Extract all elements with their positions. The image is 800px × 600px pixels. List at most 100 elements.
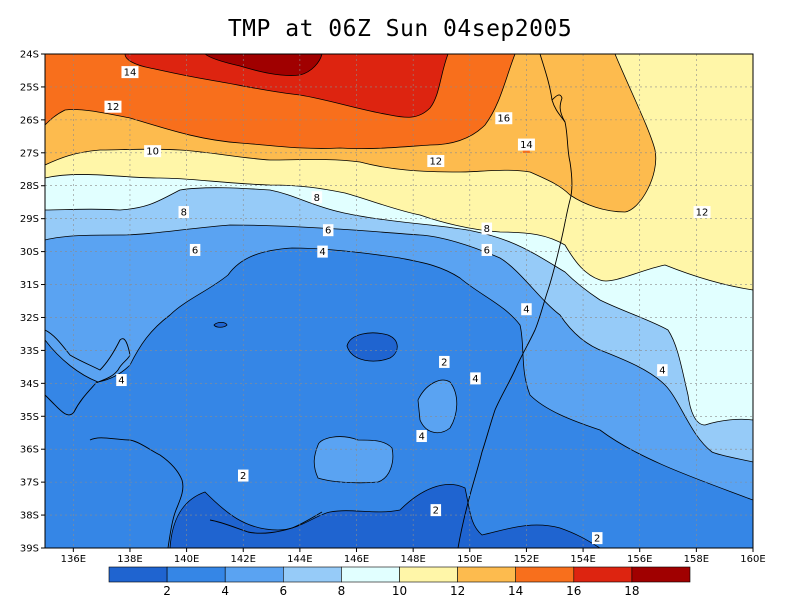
contour-label-bg xyxy=(495,112,513,125)
latitude-label: 28S xyxy=(20,181,39,192)
cape-york-spur xyxy=(551,94,566,123)
contour-label-bg xyxy=(311,191,323,204)
colorbar-swatch xyxy=(573,566,633,583)
contour-label-bg xyxy=(317,245,328,258)
contour-line-2-south xyxy=(169,484,601,548)
longitude-labels: 136E 138E 140E 142E 144E 146E 148E 150E 152E 154E… xyxy=(61,548,766,565)
contour-lines xyxy=(45,54,753,548)
latitude-label: 29S xyxy=(20,214,39,225)
contour-label-bg xyxy=(657,364,668,377)
contour-label: 8 xyxy=(314,193,320,204)
contour-label: 6 xyxy=(192,245,198,256)
colorbar-swatch xyxy=(457,566,517,583)
band-4-6-island-b xyxy=(314,436,393,483)
longitude-label: 146E xyxy=(344,554,369,565)
contour-label: 6 xyxy=(484,245,490,256)
colorbar-swatch xyxy=(282,566,342,583)
contour-line-18 xyxy=(204,54,323,76)
contour-label: 4 xyxy=(319,247,325,258)
contour-label: 2 xyxy=(594,534,600,545)
colorbar-swatch xyxy=(631,566,691,583)
latitude-label: 30S xyxy=(20,247,39,258)
colorbar-swatch xyxy=(399,566,458,583)
contour-label: 12 xyxy=(107,102,120,113)
colorbar-label: 4 xyxy=(221,584,229,598)
latitude-label: 34S xyxy=(20,379,39,390)
latitude-labels: 24S 25S 26S 27S 28S 29S 30S 31S 32S 33S 34S 35S 36S 3… xyxy=(20,50,45,555)
latitude-label: 24S xyxy=(20,50,39,61)
contour-label: 4 xyxy=(523,305,529,316)
contour-label: 14 xyxy=(124,68,137,79)
contour-label: 12 xyxy=(696,208,709,219)
latitude-label: 31S xyxy=(20,280,39,291)
contour-label-bg xyxy=(427,155,445,168)
longitude-label: 150E xyxy=(457,554,482,565)
contour-label: 6 xyxy=(325,226,331,237)
contour-label: 8 xyxy=(181,208,187,219)
longitude-label: 156E xyxy=(627,554,652,565)
contour-line-2-pocket xyxy=(346,332,398,362)
contour-label-bg xyxy=(178,206,190,219)
band-0-2-dot xyxy=(214,322,227,328)
contour-label-bg xyxy=(116,374,127,387)
band-4-6-island-a xyxy=(418,380,457,433)
coastline xyxy=(45,54,573,548)
colorbar-label: 12 xyxy=(450,584,465,598)
latitude-label: 38S xyxy=(20,511,39,522)
latitude-label: 25S xyxy=(20,82,39,93)
contour-line-14 xyxy=(45,54,516,150)
contour-label-bg xyxy=(237,469,249,482)
contour-line-8 xyxy=(45,187,753,426)
contour-label-bg xyxy=(470,372,481,385)
contour-line-12 xyxy=(45,54,657,213)
contour-label: 2 xyxy=(240,471,246,482)
band-18-20 xyxy=(205,54,322,76)
contour-label: 2 xyxy=(433,506,439,517)
contour-label-bg xyxy=(693,206,711,219)
contour-label: 4 xyxy=(118,376,124,387)
contour-line-10 xyxy=(45,174,753,291)
contour-label: 14 xyxy=(520,140,533,151)
contour-label-bg xyxy=(121,66,139,79)
colorbar-swatch xyxy=(341,566,400,583)
contour-label-bg xyxy=(481,222,493,235)
latitude-label: 32S xyxy=(20,313,39,324)
latitude-label: 26S xyxy=(20,115,39,126)
latitude-label: 36S xyxy=(20,445,39,456)
contour-label: 4 xyxy=(418,432,424,443)
contour-line-4-island-a xyxy=(417,379,458,434)
south-coast xyxy=(209,511,323,534)
latitude-label: 33S xyxy=(20,346,39,357)
colorbar-label: 2 xyxy=(163,584,171,598)
contour-line-2-dot xyxy=(213,321,228,328)
longitude-label: 140E xyxy=(174,554,199,565)
colorbar-label: 8 xyxy=(338,584,346,598)
map-title: TMP at 06Z Sun 04sep2005 xyxy=(227,16,573,42)
longitude-label: 138E xyxy=(117,554,142,565)
contour-label-bg xyxy=(481,243,493,256)
spencer-gulf xyxy=(89,437,184,548)
longitude-label: 152E xyxy=(514,554,539,565)
contour-label: 8 xyxy=(484,224,490,235)
contour-line-4-island-b xyxy=(313,436,394,484)
contour-label-bg xyxy=(517,138,535,151)
band-0-2-pocket xyxy=(347,332,398,362)
longitude-label: 160E xyxy=(740,554,765,565)
contour-label-bg xyxy=(430,504,442,517)
colorbar: 2 4 6 8 10 12 14 16 18 xyxy=(108,566,691,598)
band-16-18 xyxy=(125,54,448,118)
contour-label: 4 xyxy=(472,374,478,385)
contour-label-bg xyxy=(439,355,450,368)
colorbar-label: 18 xyxy=(624,584,639,598)
contour-label-bg xyxy=(521,303,532,316)
latitude-label: 39S xyxy=(20,544,39,555)
colorbar-swatch xyxy=(224,566,284,583)
temperature-fill-bands xyxy=(45,54,753,548)
latitude-label: 37S xyxy=(20,478,39,489)
colorbar-label: 10 xyxy=(392,584,407,598)
longitude-label: 158E xyxy=(684,554,709,565)
colorbar-label: 16 xyxy=(566,584,581,598)
colorbar-swatch xyxy=(515,566,575,583)
